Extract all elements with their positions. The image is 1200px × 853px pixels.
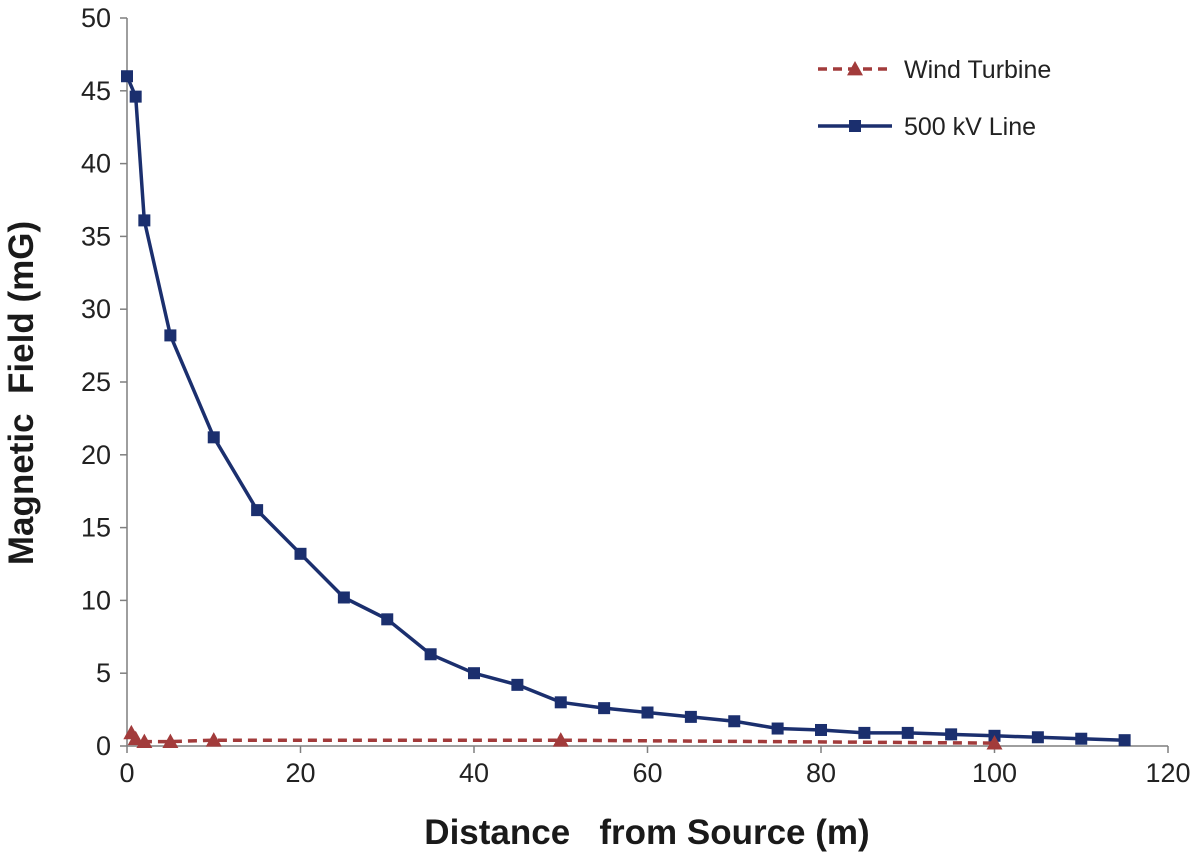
x-tick-label: 20: [285, 758, 315, 788]
data-point: [127, 730, 144, 746]
y-tick-label: 30: [81, 294, 111, 324]
data-point: [207, 431, 220, 444]
legend-marker: [847, 61, 863, 76]
data-point: [728, 715, 741, 728]
legend-marker: [849, 120, 861, 132]
data-point: [1075, 732, 1088, 745]
data-point: [136, 733, 153, 749]
y-tick-label: 35: [81, 221, 111, 251]
data-point: [1031, 731, 1044, 744]
x-tick-label: 0: [119, 758, 134, 788]
data-point: [337, 591, 350, 604]
series-layer: [121, 70, 1131, 750]
data-point: [771, 722, 784, 735]
data-point: [162, 733, 179, 749]
data-point: [121, 70, 133, 83]
y-tick-label: 10: [81, 585, 111, 615]
x-tick-label: 60: [632, 758, 662, 788]
legend: Wind Turbine 500 kV Line: [818, 56, 1051, 141]
data-point: [815, 723, 827, 736]
y-tick-label: 5: [96, 658, 111, 688]
legend-item: 500 kV Line: [818, 113, 1036, 141]
series-500kv-line: [121, 70, 1131, 747]
data-point: [294, 547, 307, 560]
data-point: [554, 696, 567, 709]
data-point: [945, 728, 958, 741]
data-point: [986, 735, 1003, 750]
x-ticks: 0 20 40 60 80 100 120: [119, 746, 1191, 788]
data-point: [511, 678, 524, 691]
x-tick-label: 80: [806, 758, 836, 788]
y-tick-label: 50: [81, 3, 111, 33]
y-tick-label: 45: [81, 76, 111, 106]
data-point: [1118, 734, 1131, 747]
y-tick-label: 20: [81, 440, 111, 470]
y-tick-label: 15: [81, 513, 111, 543]
data-point: [684, 710, 697, 723]
legend-label: 500 kV Line: [904, 113, 1036, 141]
data-point: [858, 726, 871, 739]
x-axis-title: Distance from Source (m): [424, 813, 869, 852]
data-point: [129, 90, 142, 103]
data-point: [552, 732, 569, 747]
data-point: [205, 732, 222, 747]
data-point: [468, 667, 480, 680]
x-tick-label: 100: [972, 758, 1017, 788]
data-point: [138, 214, 151, 227]
y-ticks: 0 5 10 15 20 25 30 35 40 45 50: [81, 3, 127, 761]
series-line: [125, 75, 1125, 742]
x-tick-label: 120: [1145, 758, 1190, 788]
data-point: [598, 702, 611, 715]
series-wind-turbine: [123, 724, 1003, 750]
data-point: [381, 613, 394, 626]
x-tick-label: 40: [459, 758, 489, 788]
data-point: [641, 706, 654, 719]
y-tick-label: 25: [81, 367, 111, 397]
y-tick-label: 40: [81, 149, 111, 179]
data-point: [424, 648, 437, 661]
legend-label: Wind Turbine: [904, 56, 1051, 84]
y-axis-title: Magnetic Field (mG): [2, 221, 41, 565]
data-point: [901, 726, 914, 739]
y-tick-label: 0: [96, 731, 111, 761]
legend-item: Wind Turbine: [818, 56, 1051, 84]
data-point: [251, 504, 264, 517]
data-point: [164, 329, 177, 342]
